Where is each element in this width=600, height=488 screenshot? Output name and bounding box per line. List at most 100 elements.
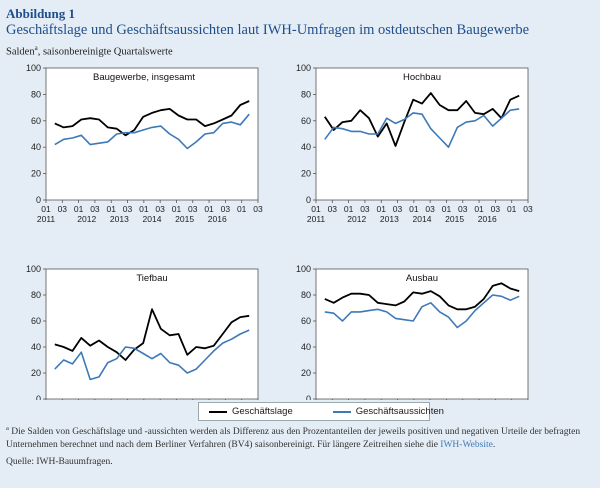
- series-line-geschaeftslage: [54, 308, 250, 361]
- x-year-label: 2013: [110, 214, 129, 224]
- chart-panel-1: 0 20 40 60 80 100 01 03 01 03 01 03 01 03 01 03 01 03 01 03…: [26, 63, 263, 224]
- x-year-label: 2014: [143, 214, 162, 224]
- series-line-geschaeftslage: [54, 100, 250, 137]
- y-tick-label: 80: [301, 89, 311, 99]
- figure-label: Abbildung 1: [6, 6, 76, 21]
- plot-area: [45, 268, 259, 400]
- plot-area: [315, 268, 529, 400]
- legend-swatch-geschaeftslage: [209, 410, 227, 413]
- x-tick-label: 03: [523, 204, 533, 214]
- x-tick-label: 03: [360, 204, 370, 214]
- y-tick-label: 80: [31, 290, 41, 300]
- x-year-label: 2016: [478, 214, 497, 224]
- y-tick-label: 40: [31, 342, 41, 352]
- chart-panel-4: 0204060801000103010301030103010301030103…: [296, 264, 529, 400]
- footnote-end: .: [492, 439, 496, 450]
- x-tick-label: 01: [474, 204, 484, 214]
- source-note: Quelle: IWH-Bauumfragen.: [6, 457, 113, 468]
- series-line-geschaeftslage: [324, 282, 520, 311]
- y-tick-label: 0: [36, 394, 41, 400]
- x-tick-label: 01: [172, 204, 182, 214]
- series-line-geschaeftslage: [324, 92, 520, 147]
- footnote-text-block: a Die Salden von Geschäftslage und -auss…: [6, 423, 594, 451]
- y-tick-label: 100: [296, 264, 311, 274]
- y-tick-label: 0: [306, 195, 311, 205]
- x-year-label: 2016: [208, 214, 227, 224]
- figure-header: Abbildung 1 Geschäftslage und Geschäftsa…: [6, 6, 596, 59]
- figure-title: Geschäftslage und Geschäftsaussichten la…: [6, 22, 530, 38]
- footnote: a Die Salden von Geschäftslage und -auss…: [6, 423, 594, 469]
- subtitle-rest: , saisonbereinigte Quartalswerte: [37, 46, 173, 58]
- x-year-label: 2012: [77, 214, 96, 224]
- plot-area: [45, 67, 259, 201]
- x-tick-label: 03: [458, 204, 468, 214]
- x-tick-label: 03: [425, 204, 435, 214]
- subtitle-footnote-marker: a: [34, 44, 38, 52]
- y-tick-label: 60: [301, 316, 311, 326]
- footnote-marker: a: [6, 425, 9, 432]
- x-tick-label: 03: [393, 204, 403, 214]
- y-tick-label: 40: [31, 142, 41, 152]
- x-tick-label: 01: [507, 204, 517, 214]
- y-tick-label: 60: [31, 116, 41, 126]
- legend-swatch-geschaeftsaussichten: [332, 410, 351, 413]
- subtitle-text: Salden: [6, 46, 35, 58]
- x-tick-label: 03: [328, 204, 338, 214]
- series-line-geschaeftsaussichten: [324, 294, 520, 329]
- x-tick-label: 03: [58, 204, 68, 214]
- plot-area: [315, 67, 529, 201]
- x-year-label: 2012: [347, 214, 366, 224]
- chart-title: Baugewerbe, insgesamt: [93, 72, 195, 83]
- y-tick-label: 60: [301, 116, 311, 126]
- chart-panel-3: 0204060801000103010301030103010301030103…: [26, 264, 259, 400]
- x-year-label: 2014: [413, 214, 432, 224]
- x-tick-label: 03: [491, 204, 501, 214]
- figure-subtitle: Saldena, saisonbereinigte Quartalswerte: [6, 42, 596, 59]
- x-year-label: 2011: [307, 214, 326, 224]
- x-year-label: 2013: [380, 214, 399, 224]
- y-tick-label: 20: [31, 368, 41, 378]
- x-tick-label: 01: [204, 204, 214, 214]
- y-tick-label: 0: [306, 394, 311, 400]
- y-tick-label: 0: [36, 195, 41, 205]
- x-tick-label: 01: [237, 204, 247, 214]
- x-year-label: 2015: [445, 214, 464, 224]
- x-tick-label: 03: [155, 204, 165, 214]
- y-tick-label: 40: [301, 142, 311, 152]
- y-tick-label: 20: [301, 368, 311, 378]
- y-tick-label: 80: [31, 89, 41, 99]
- y-tick-label: 80: [301, 290, 311, 300]
- chart-title: Tiefbau: [136, 273, 167, 284]
- x-tick-label: 03: [90, 204, 100, 214]
- x-tick-label: 01: [139, 204, 149, 214]
- x-year-label: 2015: [175, 214, 194, 224]
- x-tick-label: 01: [106, 204, 116, 214]
- series-line-geschaeftsaussichten: [324, 108, 520, 148]
- x-tick-label: 01: [74, 204, 84, 214]
- x-tick-label: 03: [221, 204, 231, 214]
- y-tick-label: 20: [301, 169, 311, 179]
- chart-title: Hochbau: [403, 72, 441, 83]
- iwh-website-link[interactable]: IWH-Website: [440, 439, 493, 450]
- series-line-geschaeftsaussichten: [54, 113, 250, 150]
- legend-label-geschaeftsaussichten: Geschäftsaussichten: [355, 406, 444, 417]
- chart-panel-2: 0 20 40 60 80 100 01 03 01 03 01 03 01 03 01 03 01 03 01 03…: [296, 63, 533, 224]
- legend: Geschäftslage Geschäftsaussichten: [198, 402, 444, 421]
- x-tick-label: 01: [376, 204, 386, 214]
- x-year-label: 2011: [37, 214, 56, 224]
- x-tick-label: 01: [442, 204, 452, 214]
- x-tick-label: 03: [123, 204, 133, 214]
- y-tick-label: 100: [26, 63, 41, 73]
- y-tick-label: 40: [301, 342, 311, 352]
- x-tick-label: 01: [409, 204, 419, 214]
- legend-item-geschaeftslage: Geschäftslage: [209, 406, 293, 417]
- y-tick-label: 60: [31, 316, 41, 326]
- legend-label-geschaeftslage: Geschäftslage: [232, 406, 293, 417]
- x-tick-label: 01: [311, 204, 321, 214]
- series-line-geschaeftsaussichten: [54, 329, 250, 381]
- charts-area: 0 20 40 60 80 100 01 03 01 03 01 03 01 03 01 03 01 03 01 03…: [26, 63, 533, 400]
- legend-item-geschaeftsaussichten: Geschäftsaussichten: [332, 406, 444, 417]
- footnote-text: Die Salden von Geschäftslage und -aussic…: [6, 427, 581, 450]
- x-tick-label: 03: [188, 204, 198, 214]
- y-tick-label: 100: [296, 63, 311, 73]
